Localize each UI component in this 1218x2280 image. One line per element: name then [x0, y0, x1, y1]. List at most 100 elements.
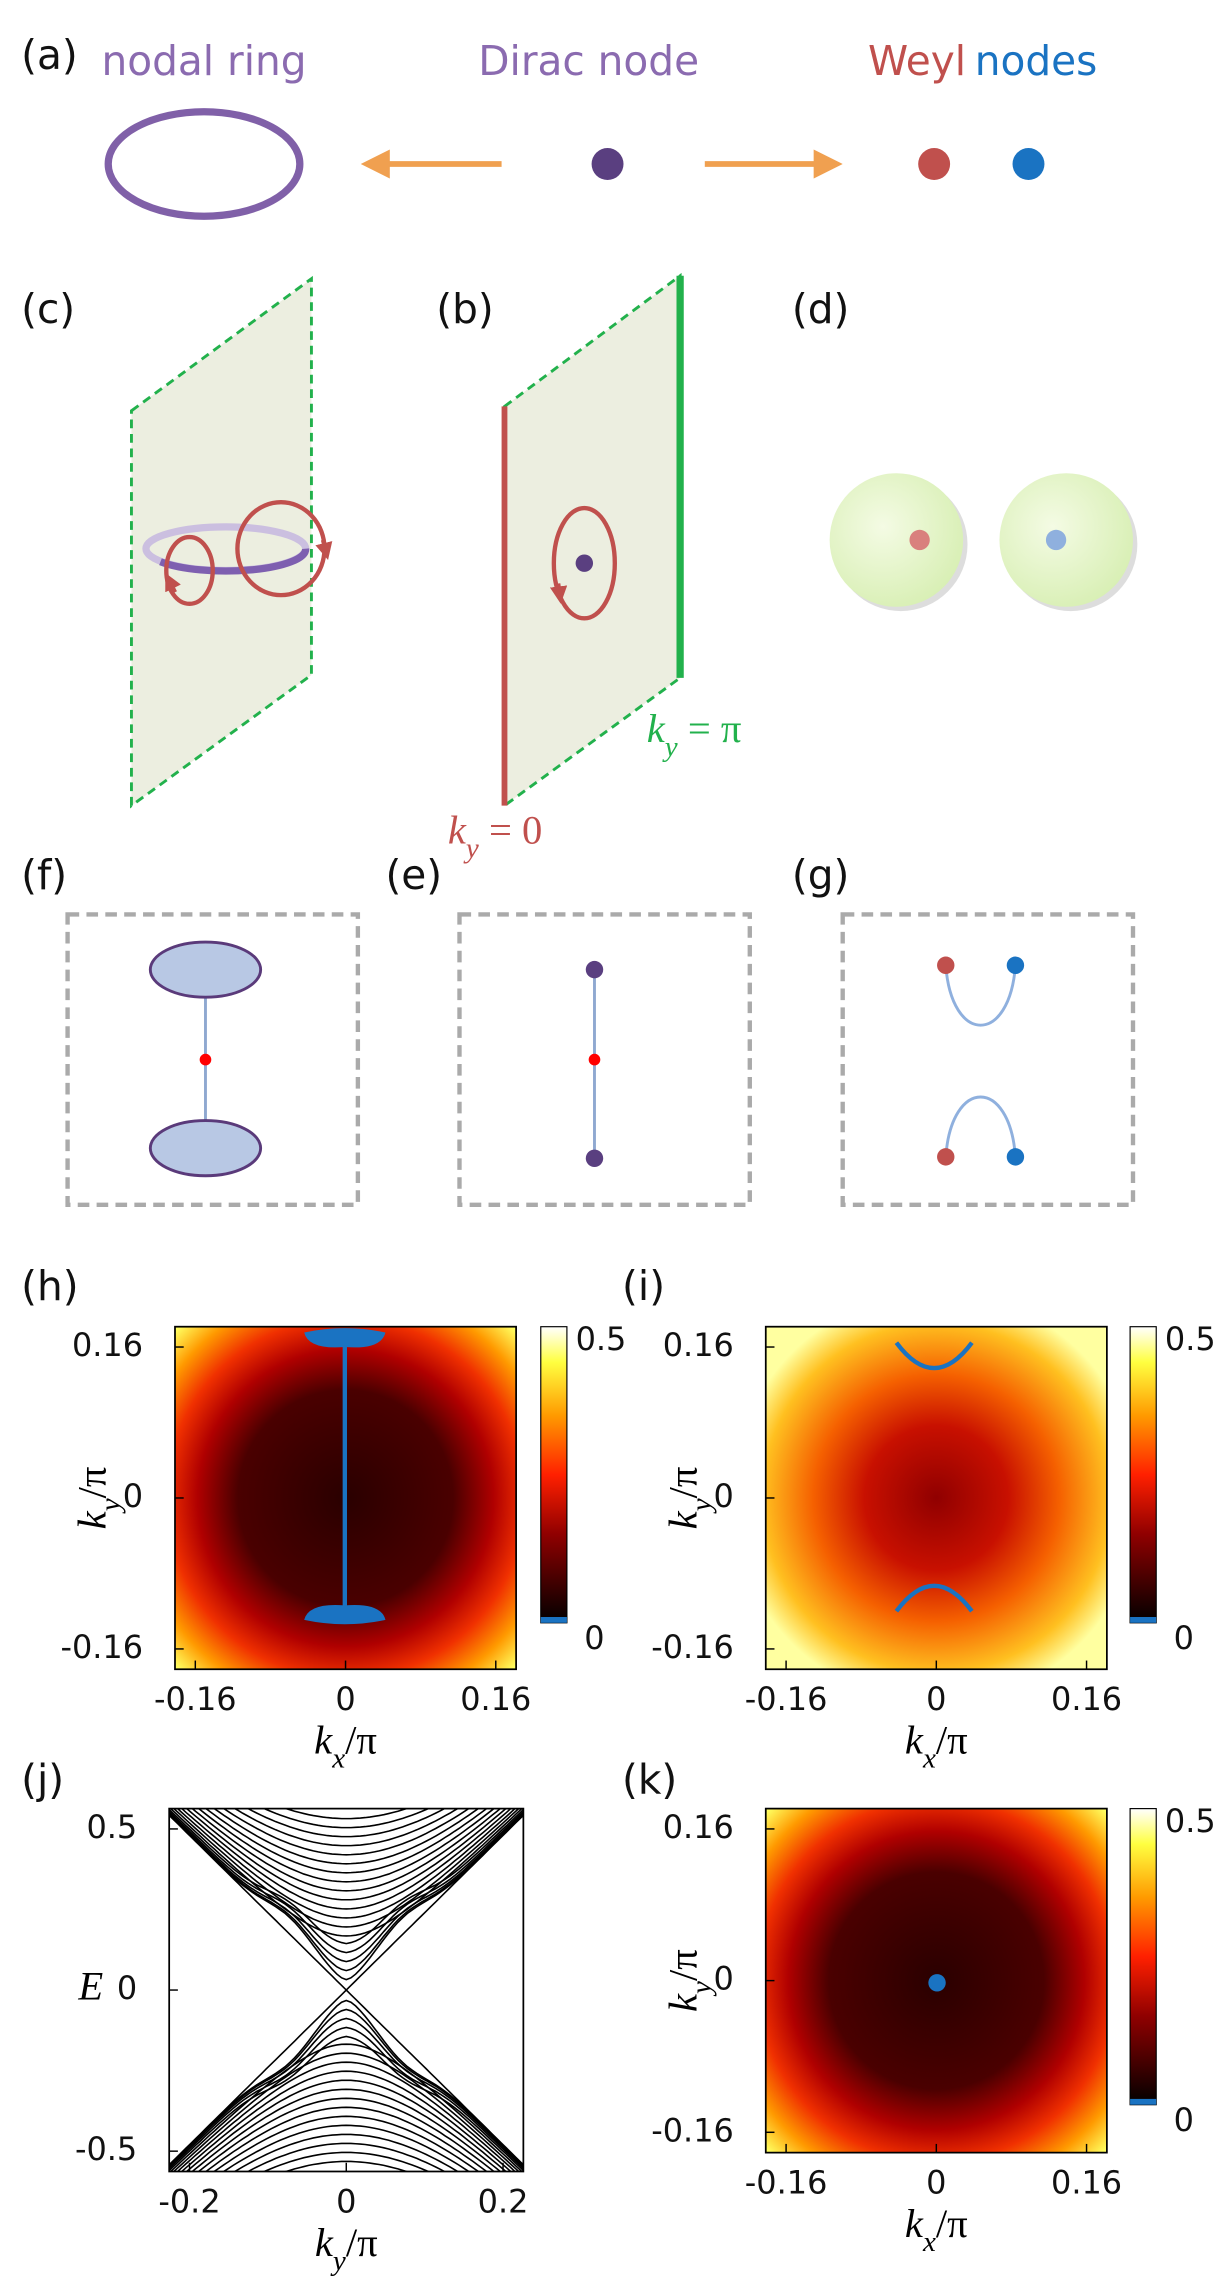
surface-cap — [304, 1604, 386, 1625]
point — [199, 1053, 212, 1066]
y-tick-label: 0.16 — [72, 1326, 143, 1364]
y-tick-label: 0 — [714, 1477, 734, 1515]
math-rest: /π — [936, 2201, 968, 2246]
band — [172, 2052, 520, 2172]
math-sub: y — [685, 1498, 717, 1514]
band — [169, 2026, 524, 2170]
y-tick-label: 0.16 — [663, 1808, 734, 1846]
arc — [944, 965, 1017, 1027]
point — [588, 1053, 601, 1066]
loop — [551, 505, 617, 621]
colorbar-floor — [1130, 1617, 1157, 1623]
surface-cap — [304, 1328, 386, 1348]
band — [283, 1808, 410, 1820]
x-tick-label: -0.2 — [158, 2182, 220, 2220]
disk — [148, 1119, 263, 1178]
band — [233, 2133, 460, 2172]
y-axis-label: ky/π — [661, 1949, 717, 2012]
math-sub: y — [330, 2245, 346, 2276]
math-base: k — [905, 1718, 924, 1763]
caption: nodal ring — [102, 37, 307, 85]
math-rest: = 0 — [479, 808, 543, 853]
y-axis-label: E — [77, 1963, 103, 2008]
band — [222, 2124, 471, 2172]
panel-label: (h) — [21, 1262, 78, 1310]
nodal-ring — [104, 108, 304, 220]
node — [585, 960, 604, 979]
y-tick-label: -0.16 — [651, 1628, 734, 1666]
colorbar — [1129, 1808, 1157, 2106]
dirac-node — [591, 148, 624, 180]
band — [172, 1808, 520, 1928]
panel-label: (b) — [436, 285, 493, 333]
x-tick-label: 0.16 — [1051, 2164, 1122, 2202]
x-tick-label: 0.2 — [478, 2182, 529, 2220]
band — [262, 2151, 431, 2172]
node — [1006, 1148, 1025, 1166]
dirac-node — [575, 554, 594, 572]
x-tick-label: 0 — [336, 2182, 356, 2220]
colorbar — [540, 1326, 568, 1624]
band — [191, 1808, 502, 1892]
band — [176, 1808, 517, 1919]
weyl-node — [909, 529, 930, 551]
loop-arrow — [549, 583, 568, 604]
node — [937, 956, 955, 974]
loop-arrow — [315, 539, 333, 561]
panel-label: (c) — [21, 285, 75, 333]
band — [169, 1812, 524, 1963]
node — [585, 1149, 604, 1168]
y-tick-label: -0.16 — [60, 1628, 143, 1666]
math-rest: /π — [936, 1718, 968, 1763]
band — [169, 1808, 523, 1937]
x-tick-label: 0 — [926, 1680, 946, 1718]
math-base: k — [314, 1718, 333, 1763]
colorbar-label: 0.5 — [1165, 1320, 1216, 1358]
y-tick-label: -0.16 — [651, 2111, 734, 2149]
band — [185, 1808, 508, 1901]
loop — [164, 534, 215, 607]
math-sub: y — [662, 731, 678, 763]
band — [169, 2017, 524, 2168]
math-sub: x — [331, 1742, 345, 1774]
band — [185, 2079, 508, 2172]
x-tick-label: -0.16 — [745, 1680, 828, 1718]
x-tick-label: 0 — [926, 2164, 946, 2202]
band — [262, 1808, 431, 1829]
caption: Dirac node — [478, 37, 699, 85]
frame — [457, 912, 752, 1207]
x-axis-label: kx/π — [905, 2201, 968, 2257]
plane — [503, 272, 682, 809]
arc — [944, 1095, 1017, 1157]
math-base: k — [661, 1993, 706, 2012]
colorbar-label: 0 — [1174, 1619, 1194, 1657]
band — [180, 2070, 512, 2172]
caption: nodes — [975, 37, 1098, 85]
frame — [840, 912, 1136, 1207]
band — [204, 1808, 488, 1874]
fermi-arc — [894, 1583, 974, 1613]
band — [197, 1808, 496, 1883]
math-sub: y — [463, 832, 479, 864]
y-tick-label: -0.5 — [75, 2130, 137, 2168]
math-sub: y — [685, 1981, 717, 1997]
math-rest: /π — [661, 1467, 706, 1499]
math-base: k — [647, 706, 666, 751]
band — [191, 2088, 502, 2172]
band — [169, 1808, 524, 1945]
band — [283, 2160, 410, 2172]
math-sub: x — [922, 1742, 936, 1774]
math-rest: /π — [345, 1718, 377, 1763]
node — [928, 1974, 946, 1992]
colorbar-label: 0 — [584, 1619, 604, 1657]
weyl-node — [918, 148, 951, 180]
band — [222, 1808, 471, 1856]
math-rest: /π — [70, 1467, 115, 1499]
y-tick-label: 0 — [117, 1969, 137, 2007]
band — [204, 2106, 488, 2172]
weyl-node — [1012, 148, 1045, 180]
panel-label: (g) — [792, 851, 849, 899]
x-tick-label: 0.16 — [460, 1680, 531, 1718]
band — [212, 1808, 480, 1865]
panel-label: (f) — [21, 851, 67, 899]
